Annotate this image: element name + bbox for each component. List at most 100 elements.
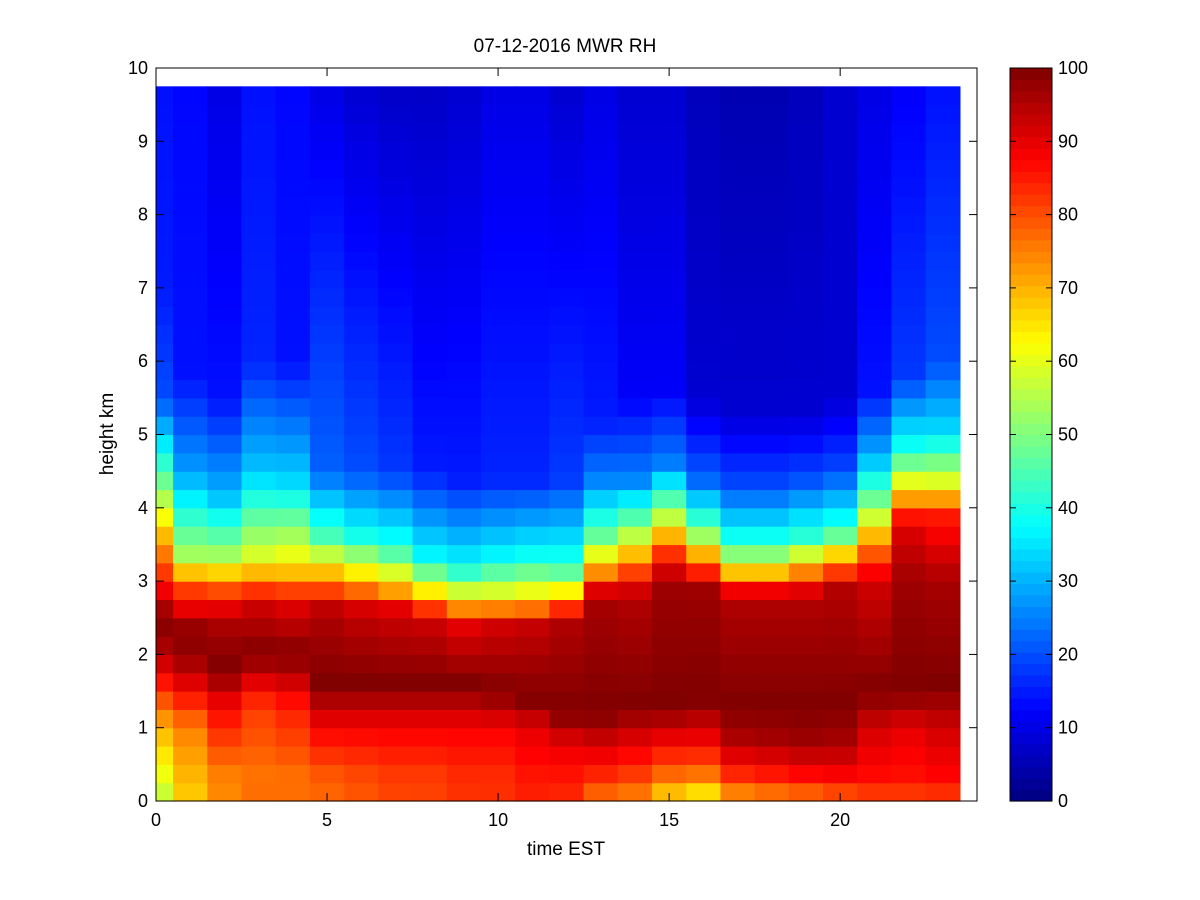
colorbar-tick-label: 10 xyxy=(1058,718,1078,738)
heatmap-cell xyxy=(754,324,790,344)
heatmap-cell xyxy=(515,324,550,344)
heatmap-cell xyxy=(207,782,243,802)
heatmap-cell xyxy=(412,471,448,491)
heatmap-cell xyxy=(156,691,174,710)
heatmap-cell xyxy=(788,782,824,802)
heatmap-cell xyxy=(241,86,277,106)
heatmap-cell xyxy=(857,251,893,271)
heatmap-cell xyxy=(652,177,687,197)
heatmap-cell xyxy=(480,122,516,142)
colorbar-segment xyxy=(1010,755,1052,768)
colorbar-segment xyxy=(1010,766,1052,779)
heatmap-cell xyxy=(446,526,482,546)
heatmap-cell xyxy=(412,324,448,344)
heatmap-cell xyxy=(549,269,585,289)
heatmap-cell xyxy=(788,526,824,546)
heatmap-cell xyxy=(857,122,893,142)
heatmap-cell xyxy=(412,287,448,307)
heatmap-cell xyxy=(754,709,790,729)
heatmap-cell xyxy=(720,581,756,601)
heatmap-cell xyxy=(241,727,277,747)
heatmap-cell xyxy=(241,122,277,142)
heatmap-cell xyxy=(788,672,824,692)
heatmap-cell xyxy=(156,141,174,161)
heatmap-cell xyxy=(378,379,414,399)
heatmap-cell xyxy=(891,232,927,252)
heatmap-cell xyxy=(480,434,516,454)
heatmap-cell xyxy=(549,654,585,674)
heatmap-cell xyxy=(207,727,243,747)
heatmap-cell xyxy=(720,287,756,307)
heatmap-cell xyxy=(378,672,414,692)
heatmap-cell xyxy=(446,104,482,124)
heatmap-cell xyxy=(549,416,585,436)
heatmap-cell xyxy=(309,324,345,344)
heatmap-cell xyxy=(156,251,174,271)
heatmap-cell xyxy=(686,196,722,216)
heatmap-cell xyxy=(925,471,961,491)
heatmap-cell xyxy=(583,581,619,601)
colorbar-segment xyxy=(1010,606,1052,619)
heatmap-cell xyxy=(173,727,208,747)
heatmap-cell xyxy=(241,709,277,729)
heatmap-cell xyxy=(857,379,893,399)
heatmap-cell xyxy=(412,342,448,362)
heatmap-cell xyxy=(480,306,516,326)
heatmap-cell xyxy=(549,452,585,472)
heatmap-cell xyxy=(754,361,790,381)
heatmap-cell xyxy=(549,342,585,362)
heatmap-cell xyxy=(515,159,550,179)
heatmap-cell xyxy=(378,251,414,271)
colorbar-segment xyxy=(1010,583,1052,596)
heatmap-cell xyxy=(754,782,790,802)
heatmap-cell xyxy=(617,86,653,106)
heatmap-cell xyxy=(686,434,722,454)
heatmap-cell xyxy=(617,654,653,674)
heatmap-cell xyxy=(583,324,619,344)
heatmap-cell xyxy=(891,654,927,674)
heatmap-cell xyxy=(754,581,790,601)
heatmap-cell xyxy=(156,471,174,491)
heatmap-cell xyxy=(344,287,379,307)
colorbar-segment xyxy=(1010,331,1052,344)
heatmap-cell xyxy=(925,342,961,362)
heatmap-cell xyxy=(788,104,824,124)
heatmap-cell xyxy=(156,452,174,472)
heatmap-cell xyxy=(480,232,516,252)
heatmap-cell xyxy=(207,636,243,655)
heatmap-cell xyxy=(344,544,379,564)
heatmap-cell xyxy=(480,526,516,546)
heatmap-cell xyxy=(173,342,208,362)
heatmap-cell xyxy=(788,544,824,564)
heatmap-cell xyxy=(754,617,790,637)
heatmap-cell xyxy=(275,691,311,710)
heatmap-cell xyxy=(754,141,790,161)
heatmap-cell xyxy=(583,617,619,637)
heatmap-cell xyxy=(309,691,345,710)
heatmap-cell xyxy=(788,507,824,527)
heatmap-cell xyxy=(823,526,858,546)
heatmap-cell xyxy=(515,434,550,454)
heatmap-cell xyxy=(686,379,722,399)
heatmap-cell xyxy=(823,416,858,436)
heatmap-cell xyxy=(156,782,174,802)
heatmap-cell xyxy=(549,141,585,161)
heatmap-cell xyxy=(720,727,756,747)
heatmap-cell xyxy=(446,746,482,765)
heatmap-cell xyxy=(720,709,756,729)
heatmap-cell xyxy=(412,361,448,381)
heatmap-cell xyxy=(207,141,243,161)
heatmap-cell xyxy=(446,416,482,436)
colorbar-segment xyxy=(1010,789,1052,802)
heatmap-cell xyxy=(686,507,722,527)
heatmap-cell xyxy=(652,764,687,784)
heatmap-cell xyxy=(925,691,961,710)
heatmap-cell xyxy=(857,782,893,802)
heatmap-cell xyxy=(857,159,893,179)
heatmap-cell xyxy=(652,104,687,124)
heatmap-cell xyxy=(686,764,722,784)
heatmap-cell xyxy=(617,287,653,307)
heatmap-cell xyxy=(480,416,516,436)
heatmap-cell xyxy=(652,617,687,637)
heatmap-cell xyxy=(754,452,790,472)
